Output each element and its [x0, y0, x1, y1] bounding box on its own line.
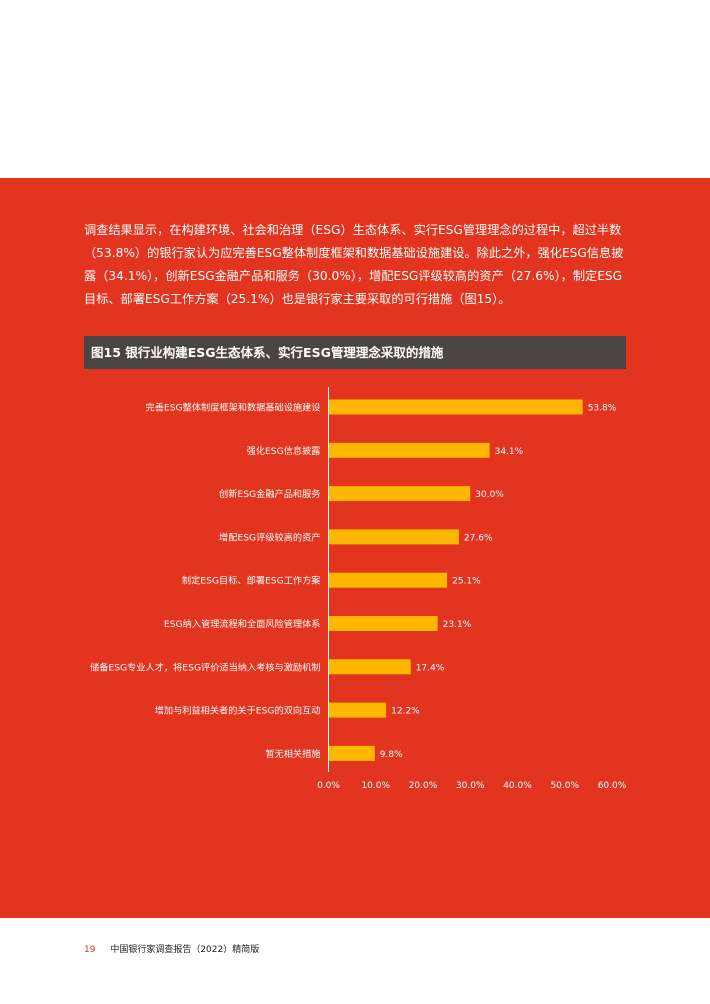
value-label-8: 12.2%	[391, 707, 420, 717]
category-label-2: 强化ESG信息披露	[247, 445, 321, 457]
bar-1	[328, 399, 583, 415]
bar-9	[328, 745, 375, 761]
x-tick-label-7: 60.0%	[598, 781, 627, 791]
category-label-6: ESG纳入管理流程和全面风险管理体系	[164, 618, 321, 630]
bar-6	[328, 616, 438, 631]
bar-chart: 完善ESG整体制度框架和数据基础设施建设 53.8% 强化ESG信息披露 34.1% 创…	[90, 387, 627, 791]
figure-title-bar: 图15 银行业构建ESG生态体系、实行ESG管理理念采取的措施	[84, 336, 626, 369]
bar-3	[328, 486, 471, 502]
value-label-2: 34.1%	[495, 447, 524, 457]
value-label-5: 25.1%	[452, 577, 481, 587]
bar-8	[328, 702, 387, 718]
category-label-3: 创新ESG金融产品和服务	[219, 488, 320, 500]
bar-2	[328, 442, 490, 458]
value-label-7: 17.4%	[416, 663, 445, 673]
red-background-panel	[0, 178, 710, 918]
x-tick-label-5: 40.0%	[503, 781, 532, 791]
bar-5	[328, 572, 448, 588]
category-label-1: 完善ESG整体制度框架和数据基础设施建设	[146, 402, 321, 414]
page-footer: 19 中国银行家调查报告（2022）精简版	[84, 942, 259, 955]
category-label-9: 暂无相关措施	[265, 748, 320, 760]
value-label-9: 9.8%	[380, 750, 403, 760]
category-label-8: 增加与利益相关者的关于ESG的双向互动	[155, 705, 321, 717]
bar-4	[328, 529, 459, 545]
x-tick-label-6: 50.0%	[550, 781, 579, 791]
x-tick-label-1: 0.0%	[317, 781, 340, 791]
value-label-6: 23.1%	[443, 620, 472, 630]
category-label-4: 增配ESG评级较高的资产	[219, 531, 320, 543]
report-title: 中国银行家调查报告（2022）精简版	[110, 945, 260, 955]
value-label-4: 27.6%	[464, 533, 493, 543]
page-number: 19	[84, 945, 96, 955]
x-tick-label-4: 30.0%	[456, 781, 485, 791]
value-label-1: 53.8%	[588, 404, 617, 414]
bar-7	[328, 659, 411, 675]
category-label-7: 储备ESG专业人才，将ESG评价适当纳入考核与激励机制	[90, 661, 320, 673]
x-tick-label-2: 10.0%	[361, 781, 390, 791]
intro-paragraph: 调查结果显示，在构建环境、社会和治理（ESG）生态体系、实行ESG管理理念的过程…	[84, 223, 624, 306]
x-tick-label-3: 20.0%	[409, 781, 438, 791]
value-label-3: 30.0%	[475, 490, 504, 500]
category-label-5: 制定ESG目标、部署ESG工作方案	[182, 575, 321, 587]
